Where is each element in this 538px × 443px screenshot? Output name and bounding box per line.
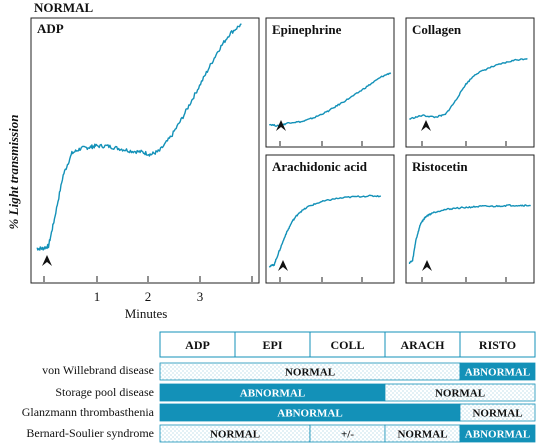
panel-title-epinephrine: Epinephrine (272, 22, 342, 37)
arrowhead-marker-epinephrine (276, 120, 286, 131)
x-axis-label: Minutes (125, 306, 168, 321)
panel-collagen (405, 17, 535, 148)
y-axis-label: % Light transmission (6, 115, 21, 230)
panel-epinephrine (265, 17, 395, 148)
cell-text: +/- (341, 429, 354, 441)
panel-title-adp: ADP (37, 21, 64, 36)
cell-text: ABNORMAL (240, 388, 305, 400)
column-header-adp: ADP (185, 338, 210, 352)
row-label-storage-pool: Storage pool disease (55, 385, 154, 399)
panel-title-ristocetin: Ristocetin (412, 159, 468, 174)
results-table: ADP EPI COLL ARACH RISTO von Willebrand … (22, 331, 536, 443)
cell-text: ABNORMAL (465, 429, 530, 441)
trace-epinephrine (268, 72, 392, 128)
cell-text: NORMAL (210, 429, 260, 441)
cell-abnormal (459, 424, 536, 443)
cell-text: NORMAL (285, 367, 335, 379)
cell-normal (459, 403, 536, 422)
plot-layer (36, 23, 531, 282)
table-header-row (159, 331, 536, 358)
cell-text: ABNORMAL (277, 408, 342, 420)
trace-ristocetin (408, 204, 531, 264)
row-label-von-willebrand: von Willebrand disease (42, 363, 154, 377)
figure-title: NORMAL (34, 0, 94, 15)
column-header-risto: RISTO (479, 338, 516, 352)
column-header-arach: ARACH (401, 338, 446, 352)
panel-adp (30, 17, 260, 284)
row-label-glanzmann: Glanzmann thrombasthenia (22, 405, 155, 419)
panel-title-arachidonic-acid: Arachidonic acid (272, 159, 368, 174)
table-cells: NORMAL ABNORMAL ABNORMAL NORMAL ABNORMAL NORM… (159, 362, 536, 443)
trace-collagen (409, 57, 528, 120)
cell-abnormal (459, 362, 536, 381)
trace-adp (36, 23, 242, 251)
x-tick-label-2: 2 (145, 289, 152, 304)
cell-text: NORMAL (472, 408, 522, 420)
cell-normal (384, 383, 536, 402)
arrowhead-marker-arachidonic-acid (278, 260, 288, 271)
arrowhead-marker-collagen (421, 120, 431, 131)
cell-text: NORMAL (435, 388, 485, 400)
panel-title-collagen: Collagen (412, 22, 462, 37)
x-tick-label-1: 1 (94, 289, 101, 304)
column-header-coll: COLL (330, 338, 364, 352)
trace-arachidonic-acid (268, 194, 382, 268)
x-tick-label-3: 3 (197, 289, 204, 304)
arrowhead-marker-ristocetin (422, 260, 432, 271)
cell-text: NORMAL (397, 429, 447, 441)
panel-ristocetin (405, 154, 535, 284)
panel-arachidonic-acid (265, 154, 395, 284)
column-header-epi: EPI (262, 338, 282, 352)
arrowhead-marker-adp (42, 255, 52, 266)
row-label-bernard-soulier: Bernard-Soulier syndrome (26, 426, 154, 440)
cell-text: ABNORMAL (465, 367, 530, 379)
